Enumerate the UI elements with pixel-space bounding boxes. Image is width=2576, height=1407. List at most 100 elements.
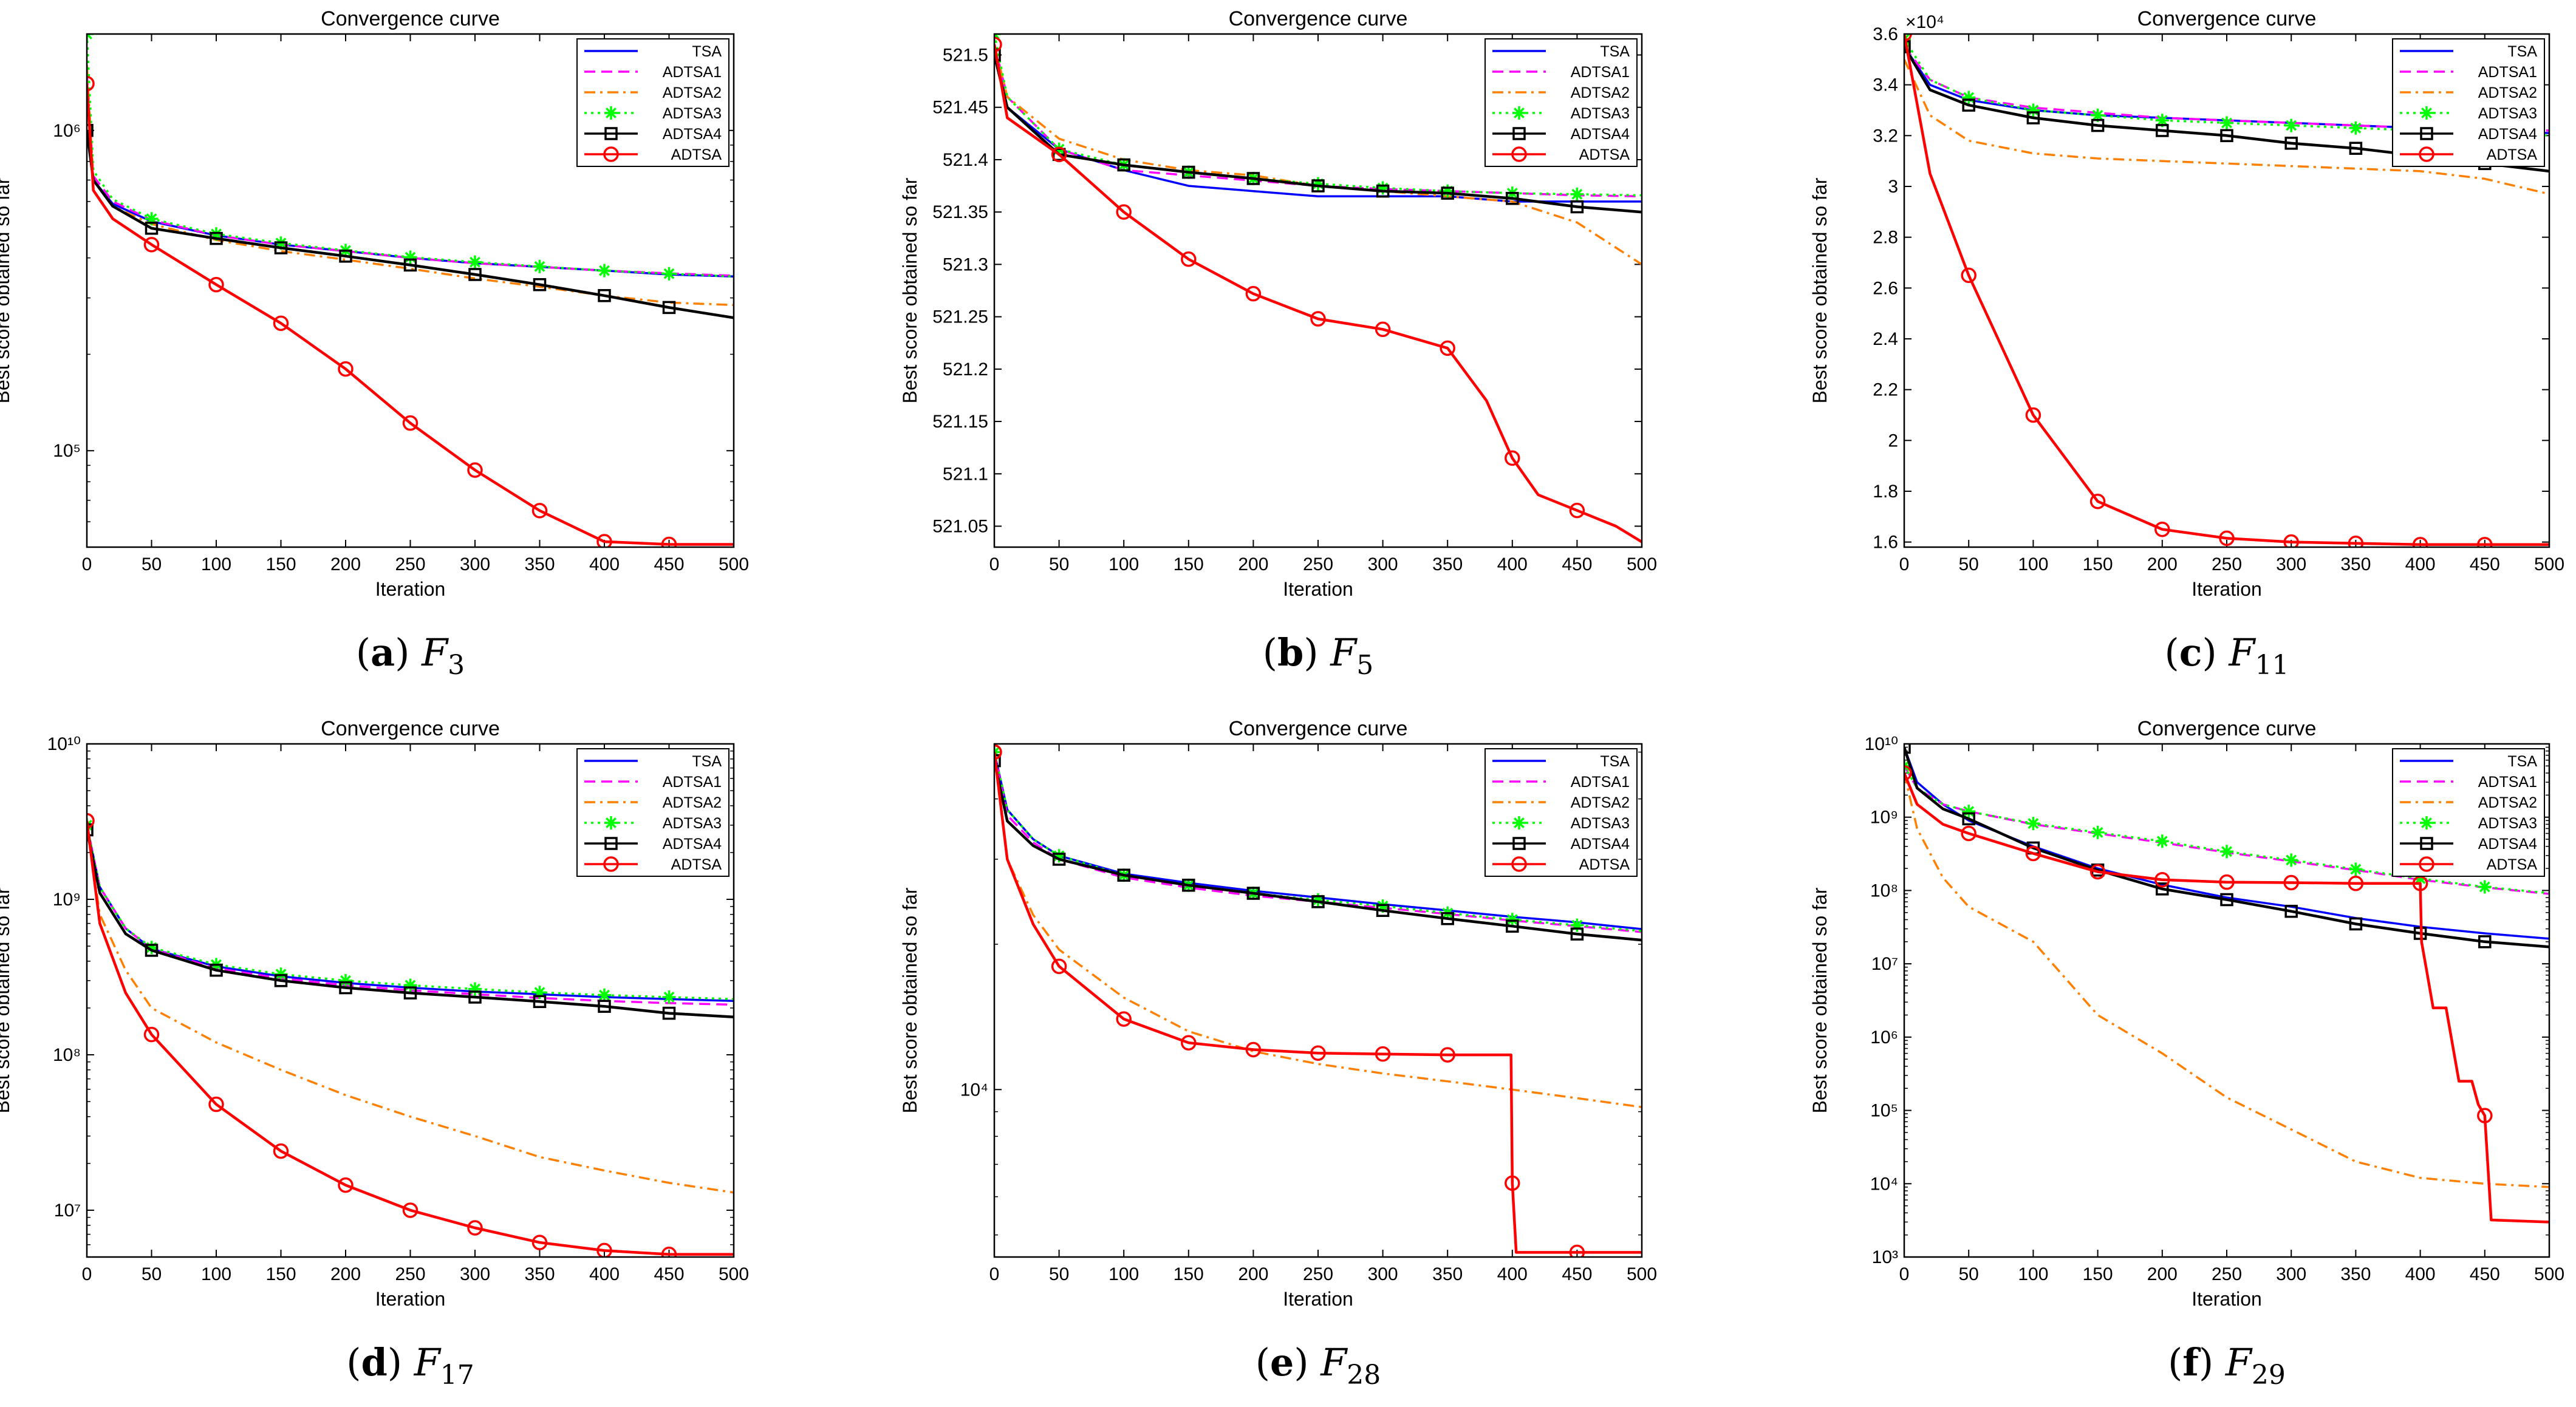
x-tick-label: 50 [142,1264,162,1284]
series-marker-adtsa4 [468,990,482,1004]
series-marker-adtsa4 [1962,812,1975,826]
chart-title: Convergence curve [2137,7,2317,30]
series-marker-adtsa [994,36,1002,52]
x-tick-label: 150 [2083,1264,2113,1284]
series-marker-adtsa3 [598,988,611,1002]
series-marker-adtsa4 [1052,853,1066,866]
series-marker-adtsa [1375,1046,1391,1062]
series-marker-adtsa [2025,845,2041,862]
legend-label-adtsa3: ADTSA3 [663,105,722,122]
legend-label-adtsa4: ADTSA4 [1571,126,1630,143]
plot-frame [993,33,1643,548]
x-tick-label: 400 [2405,554,2436,574]
series-group [994,34,1642,543]
series-marker-adtsa4 [1117,158,1130,172]
series-marker-adtsa3 [145,212,159,226]
series-marker-adtsa [338,361,354,377]
series-marker-adtsa4 [994,754,1001,768]
legend-marker-adtsa4 [2420,127,2433,140]
legend: TSA ADTSA1 ADTSA2 ADTSA3 ADTSA4 ADTSA [576,748,729,877]
plot-frame [993,743,1643,1258]
series-marker-adtsa [1375,321,1391,338]
x-tick-label: 350 [524,554,555,574]
series-line-adtsa2 [1904,59,2549,196]
series-marker-adtsa3 [403,978,417,992]
series-marker-adtsa3 [1570,187,1584,201]
y-tick-label: 10⁴ [1870,1174,1898,1194]
y-axis-label: Best score obtained so far [0,177,13,403]
series-marker-adtsa [1961,267,1976,284]
series-marker-adtsa3 [533,986,547,1000]
x-tick-label: 300 [1368,554,1398,574]
x-tick-label: 50 [1959,554,1979,574]
series-line-adtsa [1904,34,2549,547]
x-axis-label: Iteration [375,578,446,600]
legend-label-adtsa1: ADTSA1 [1571,774,1630,791]
x-tick-label: 50 [1049,1264,1069,1284]
x-tick-label: 500 [2534,1264,2564,1284]
series-marker-adtsa4 [210,231,223,245]
y-tick-label: 3.2 [1873,126,1898,146]
y-axis-label: Best score obtained so far [1809,177,1831,403]
legend-label-adtsa4: ADTSA4 [1571,836,1630,853]
caption-subscript: 3 [448,650,465,681]
chart-panel-d: Convergence curve 0 50 100 150 200 250 300 350 40… [0,717,749,1391]
series-marker-adtsa4 [2349,141,2363,155]
x-tick-label: 300 [2276,1264,2306,1284]
y-axis-label: Best score obtained so far [1809,887,1831,1113]
series-marker-adtsa3 [1441,184,1455,198]
x-tick-label: 500 [719,1264,749,1284]
legend-label-adtsa2: ADTSA2 [663,794,722,811]
series-marker-adtsa4 [533,995,547,1009]
legend-marker-adtsa3 [604,106,618,120]
series-marker-adtsa [1245,285,1262,302]
series-marker-adtsa4 [533,278,547,291]
series-marker-adtsa4 [2156,124,2169,137]
x-tick-label: 350 [2340,1264,2371,1284]
x-tick-label: 50 [1049,554,1069,574]
series-marker-adtsa3 [468,255,482,269]
legend-label-tsa: TSA [2507,753,2537,770]
caption-subscript: 28 [1347,1360,1381,1391]
series-line-adtsa4 [994,54,1642,214]
series-marker-adtsa3 [2155,114,2169,128]
series-marker-adtsa3 [2091,825,2105,839]
y-tick-label: 10⁸ [1870,881,1898,901]
caption-label: c [2179,630,2202,675]
legend-label-adtsa1: ADTSA1 [1571,64,1630,81]
series-marker-adtsa3 [1962,90,1976,104]
legend-label-adtsa1: ADTSA1 [663,64,722,81]
chart-title: Convergence curve [321,717,500,740]
series-marker-adtsa [402,415,419,431]
series-marker-adtsa3 [145,941,159,955]
y-tick-label: 10⁹ [53,890,81,910]
series-marker-adtsa [1904,765,1912,781]
series-marker-adtsa3 [2349,862,2363,876]
caption-label: e [1270,1340,1294,1385]
x-tick-label: 400 [1497,554,1528,574]
series-marker-adtsa [143,237,160,253]
legend-box [1484,748,1638,877]
x-tick-label: 200 [1238,1264,1268,1284]
x-tick-label: 400 [589,1264,620,1284]
series-marker-adtsa [661,1246,677,1257]
y-tick-label: 10⁶ [53,121,81,141]
x-axis-label: Iteration [2192,578,2262,600]
chart-panel-c: Convergence curve 0 50 100 150 200 250 300 350 40… [1809,7,2564,681]
series-marker-adtsa4 [1441,186,1454,200]
legend: TSA ADTSA1 ADTSA2 ADTSA3 ADTSA4 ADTSA [2392,748,2545,877]
caption-paren-close: ) [395,630,422,675]
series-marker-adtsa3 [598,264,611,278]
series-line-adtsa [87,820,734,1256]
series-marker-adtsa3 [662,267,676,281]
x-tick-label: 0 [82,554,92,574]
series-marker-adtsa4 [1441,911,1454,925]
x-tick-label: 250 [395,1264,425,1284]
legend-label-adtsa2: ADTSA2 [2478,794,2537,811]
chart-panel-b: Convergence curve 0 50 100 150 200 250 300 350 40… [899,7,1657,681]
caption-subscript: 17 [440,1360,474,1391]
x-tick-label: 150 [2083,554,2113,574]
y-tick-label: 2.2 [1873,380,1898,400]
legend-marker-adtsa3 [1512,106,1526,120]
caption-function: F [2225,1340,2253,1385]
